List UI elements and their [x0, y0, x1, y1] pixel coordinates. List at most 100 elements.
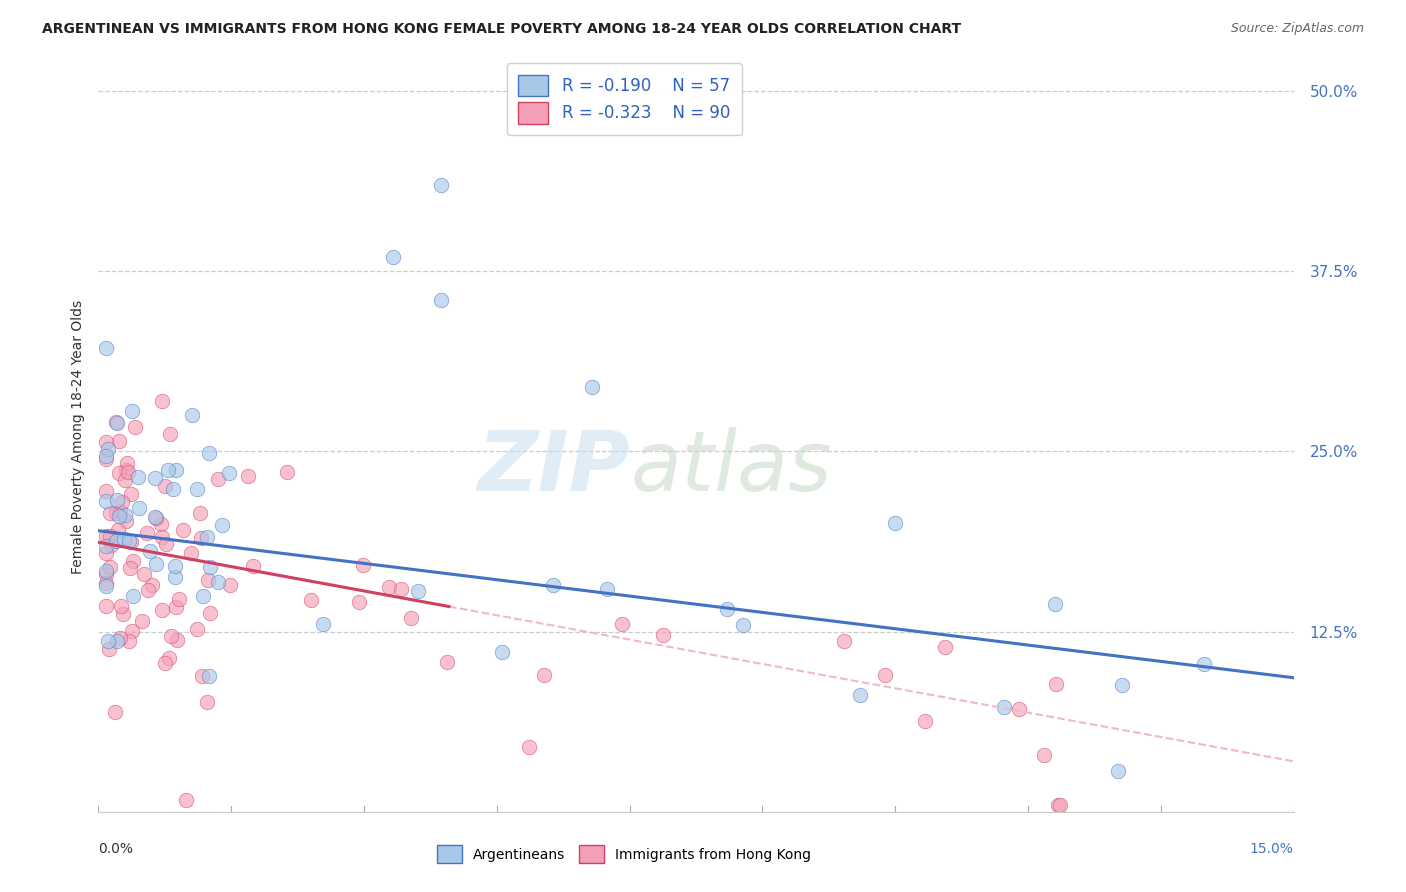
Point — [166, 633, 188, 648]
Point — [312, 617, 335, 632]
Point — [993, 699, 1015, 714]
Point — [581, 379, 603, 393]
Point — [163, 558, 186, 573]
Point — [121, 486, 143, 500]
Point — [96, 494, 118, 508]
Point — [96, 575, 118, 590]
Point — [96, 450, 118, 464]
Text: atlas: atlas — [630, 426, 832, 508]
Point — [195, 695, 218, 709]
Point — [100, 507, 122, 521]
Point — [97, 633, 120, 648]
Point — [378, 580, 401, 594]
Point — [153, 479, 176, 493]
Point — [436, 655, 458, 669]
Point — [884, 516, 907, 530]
Point — [96, 599, 118, 613]
Point — [139, 544, 162, 558]
Point — [197, 573, 219, 587]
Point — [1033, 748, 1056, 763]
Point — [105, 633, 128, 648]
Point — [160, 629, 183, 643]
Point — [107, 466, 129, 480]
Point — [108, 508, 131, 523]
Text: 15.0%: 15.0% — [1250, 842, 1294, 856]
Point — [165, 463, 187, 477]
Point — [104, 533, 127, 548]
Point — [118, 560, 141, 574]
Point — [124, 420, 146, 434]
Point — [716, 602, 738, 616]
Point — [543, 578, 565, 592]
Point — [121, 403, 143, 417]
Point — [1049, 797, 1071, 812]
Point — [96, 451, 118, 466]
Point — [236, 469, 259, 483]
Point — [96, 579, 118, 593]
Point — [150, 530, 173, 544]
Point — [115, 463, 138, 477]
Point — [159, 427, 181, 442]
Point — [849, 689, 872, 703]
Point — [165, 599, 187, 614]
Point — [352, 558, 374, 572]
Point — [191, 590, 214, 604]
Point — [108, 434, 131, 448]
Point — [430, 293, 453, 308]
Point — [149, 517, 172, 532]
Point — [349, 595, 371, 609]
Point — [832, 634, 855, 648]
Point — [155, 537, 177, 551]
Point — [105, 415, 128, 429]
Text: Source: ZipAtlas.com: Source: ZipAtlas.com — [1230, 22, 1364, 36]
Point — [96, 342, 118, 356]
Point — [207, 575, 229, 590]
Point — [96, 564, 118, 578]
Point — [651, 628, 673, 642]
Point — [162, 483, 184, 497]
Point — [96, 540, 118, 554]
Point — [110, 599, 132, 613]
Point — [1008, 702, 1031, 716]
Point — [200, 559, 222, 574]
Point — [127, 470, 149, 484]
Point — [96, 483, 118, 498]
Point — [218, 467, 240, 481]
Point — [186, 622, 208, 636]
Point — [731, 618, 754, 632]
Point — [150, 394, 173, 409]
Point — [198, 446, 221, 460]
Point — [100, 560, 122, 574]
Point — [111, 495, 134, 509]
Point — [190, 532, 212, 546]
Point — [120, 534, 142, 549]
Point — [276, 465, 298, 479]
Point — [97, 442, 120, 456]
Point — [180, 546, 202, 560]
Point — [172, 523, 194, 537]
Point — [430, 178, 453, 192]
Point — [1043, 597, 1066, 611]
Legend: Argentineans, Immigrants from Hong Kong: Argentineans, Immigrants from Hong Kong — [432, 839, 817, 869]
Point — [491, 645, 513, 659]
Point — [198, 606, 221, 620]
Point — [138, 583, 160, 598]
Point — [131, 614, 153, 628]
Point — [211, 517, 233, 532]
Point — [399, 611, 422, 625]
Point — [96, 567, 118, 582]
Point — [157, 462, 180, 476]
Point — [108, 504, 131, 518]
Point — [97, 641, 120, 656]
Point — [96, 435, 118, 450]
Point — [114, 473, 136, 487]
Point — [1047, 797, 1070, 812]
Point — [134, 566, 156, 581]
Point — [174, 793, 197, 807]
Point — [1111, 678, 1133, 692]
Point — [96, 546, 118, 560]
Text: ARGENTINEAN VS IMMIGRANTS FROM HONG KONG FEMALE POVERTY AMONG 18-24 YEAR OLDS CO: ARGENTINEAN VS IMMIGRANTS FROM HONG KONG… — [42, 22, 962, 37]
Point — [100, 538, 122, 552]
Point — [242, 559, 264, 574]
Point — [105, 492, 128, 507]
